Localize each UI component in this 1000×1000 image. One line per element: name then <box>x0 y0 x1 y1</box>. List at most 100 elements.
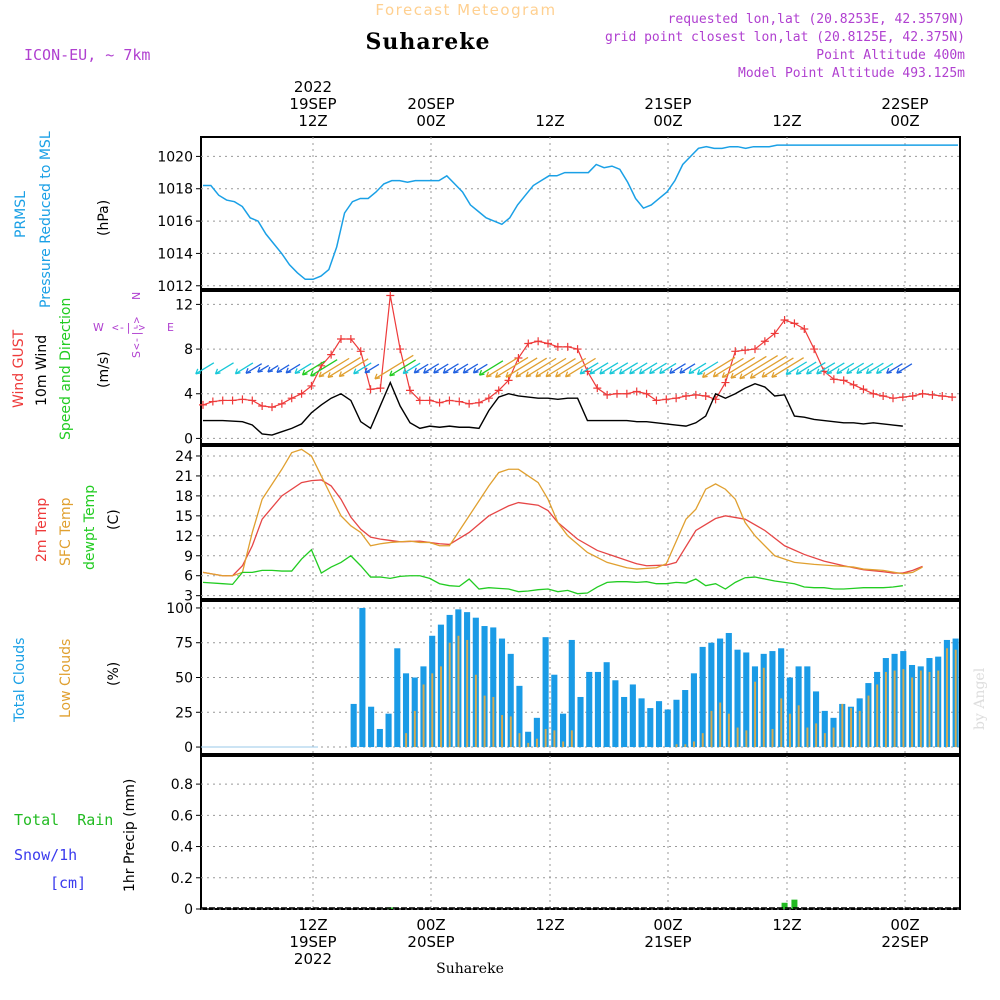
low-cloud-bar <box>405 733 408 748</box>
wind-arrow <box>669 363 686 374</box>
low-cloud-bar <box>562 741 565 748</box>
total-cloud-bar <box>516 685 523 748</box>
low-cloud-bar <box>570 730 573 748</box>
wind-arrow-head <box>364 367 371 374</box>
top-hour: 00Z <box>890 112 919 130</box>
panel-temperature: 3 6 9 12 15 18 21 24 <box>175 445 961 605</box>
y-tick-label: 0.2 <box>171 871 193 887</box>
gust-marker <box>445 396 454 405</box>
total-cloud-bar <box>743 652 750 748</box>
pressure-line <box>203 144 958 281</box>
wind-arrow <box>479 360 504 376</box>
gust-marker <box>869 389 878 398</box>
gust-marker <box>563 342 572 351</box>
low-cloud-bar <box>701 733 704 748</box>
wind-arrow-head <box>310 370 316 377</box>
sfc-temp-line <box>202 448 923 577</box>
wind-arrow-head <box>896 367 902 374</box>
low-cloud-bar <box>946 648 948 748</box>
wind-panel-labels: Wind GUST 10m Wind Speed and Direction (… <box>11 292 174 440</box>
wind-arrow <box>318 357 350 378</box>
bottom-time-axis: 12Z 19SEP 2022 00Z 20SEP 12Z 00Z 21SEP 1… <box>289 916 928 977</box>
low-cloud-bar <box>884 671 887 748</box>
temp-unit: (C) <box>106 509 122 530</box>
dewpt-label: dewpt Temp <box>82 485 98 570</box>
wind-arrow-head <box>515 371 522 378</box>
plot-layer: 1012 1014 1016 1018 1020 0 4 8 12 3 6 9 12 15 18 21 24 0 2… <box>157 136 961 918</box>
y-tick-label: 0.8 <box>171 777 193 793</box>
wind-arrow-head <box>785 369 792 376</box>
wind-arrow <box>761 357 794 378</box>
wind-arrow <box>771 357 804 378</box>
bottom-hour: 12Z <box>535 916 564 934</box>
wind-arrow-head <box>245 368 252 374</box>
top-date: 21SEP <box>644 95 691 113</box>
wind-arrow-head <box>876 368 882 375</box>
low-cloud-bar <box>710 710 713 748</box>
gust-marker <box>514 354 523 363</box>
gust-marker <box>682 391 690 400</box>
bottom-hour: 12Z <box>298 916 327 934</box>
wind-arrow <box>374 354 414 380</box>
low-cloud-bar <box>841 703 844 748</box>
wind-arrow <box>816 362 836 375</box>
top-hour: 12Z <box>298 112 327 130</box>
low-cloud-bar <box>413 710 416 748</box>
wind-arrow <box>433 363 449 374</box>
wind-arrow <box>302 360 326 376</box>
gust-marker <box>573 345 582 354</box>
total-cloud-bar <box>708 642 715 748</box>
panel-frame <box>200 290 961 445</box>
low-cloud-bar <box>928 671 931 748</box>
wind-arrow-head <box>846 368 852 375</box>
gust-marker <box>435 398 444 407</box>
wind-arrow <box>327 356 361 378</box>
low-cloud-bar <box>876 684 879 748</box>
pressure-unit: (hPa) <box>96 200 112 236</box>
y-tick-label: 6 <box>184 569 193 585</box>
gust-marker <box>731 347 740 356</box>
total-cloud-bar <box>717 638 724 748</box>
gust-marker <box>642 389 651 398</box>
temp2m-line <box>202 479 923 577</box>
total-cloud-bar <box>490 627 497 748</box>
wind-arrow-head <box>389 370 395 377</box>
total-cloud-label: Total Clouds <box>12 638 28 723</box>
gust-marker <box>248 396 257 405</box>
wind-arrow-head <box>276 367 283 374</box>
gust-marker <box>386 291 395 300</box>
wind-arrow-head <box>485 371 492 378</box>
wind-arrow <box>486 357 518 378</box>
gust-marker <box>524 339 533 348</box>
wind-arrow-head <box>679 367 686 374</box>
gust-marker <box>208 397 217 406</box>
wind-unit: (m/s) <box>96 351 112 388</box>
gust-marker <box>849 380 858 389</box>
gust-marker <box>632 387 641 396</box>
wind-arrow <box>389 359 416 377</box>
low-cloud-bar <box>684 744 687 748</box>
low-cloud-bar <box>501 715 504 748</box>
point-altitude: Point Altitude 400m <box>816 48 965 63</box>
low-cloud-bar <box>815 723 818 748</box>
total-cloud-bar <box>525 731 532 748</box>
wind-arrow <box>679 363 696 374</box>
bottom-hour: 00Z <box>653 916 682 934</box>
compass-south: S <box>130 351 143 358</box>
wind-arrow-head <box>564 371 571 378</box>
low-cloud-bar <box>789 713 791 748</box>
gust-marker <box>938 391 947 400</box>
total-cloud-bar <box>621 696 628 748</box>
gust-marker <box>494 386 503 395</box>
wind-arrow <box>750 355 787 379</box>
low-cloud-bar <box>727 713 730 748</box>
total-cloud-bar <box>769 651 776 748</box>
wind-arrow <box>413 363 429 374</box>
top-time-axis: 2022 19SEP 12Z 20SEP 00Z 12Z 21SEP 00Z 1… <box>289 78 928 130</box>
wind-arrow <box>545 358 576 378</box>
wind-arrow-head <box>294 368 301 375</box>
wind-arrow <box>215 362 234 375</box>
model-point-altitude: Model Point Altitude 493.125m <box>738 66 965 81</box>
total-cloud-bar <box>577 696 584 748</box>
